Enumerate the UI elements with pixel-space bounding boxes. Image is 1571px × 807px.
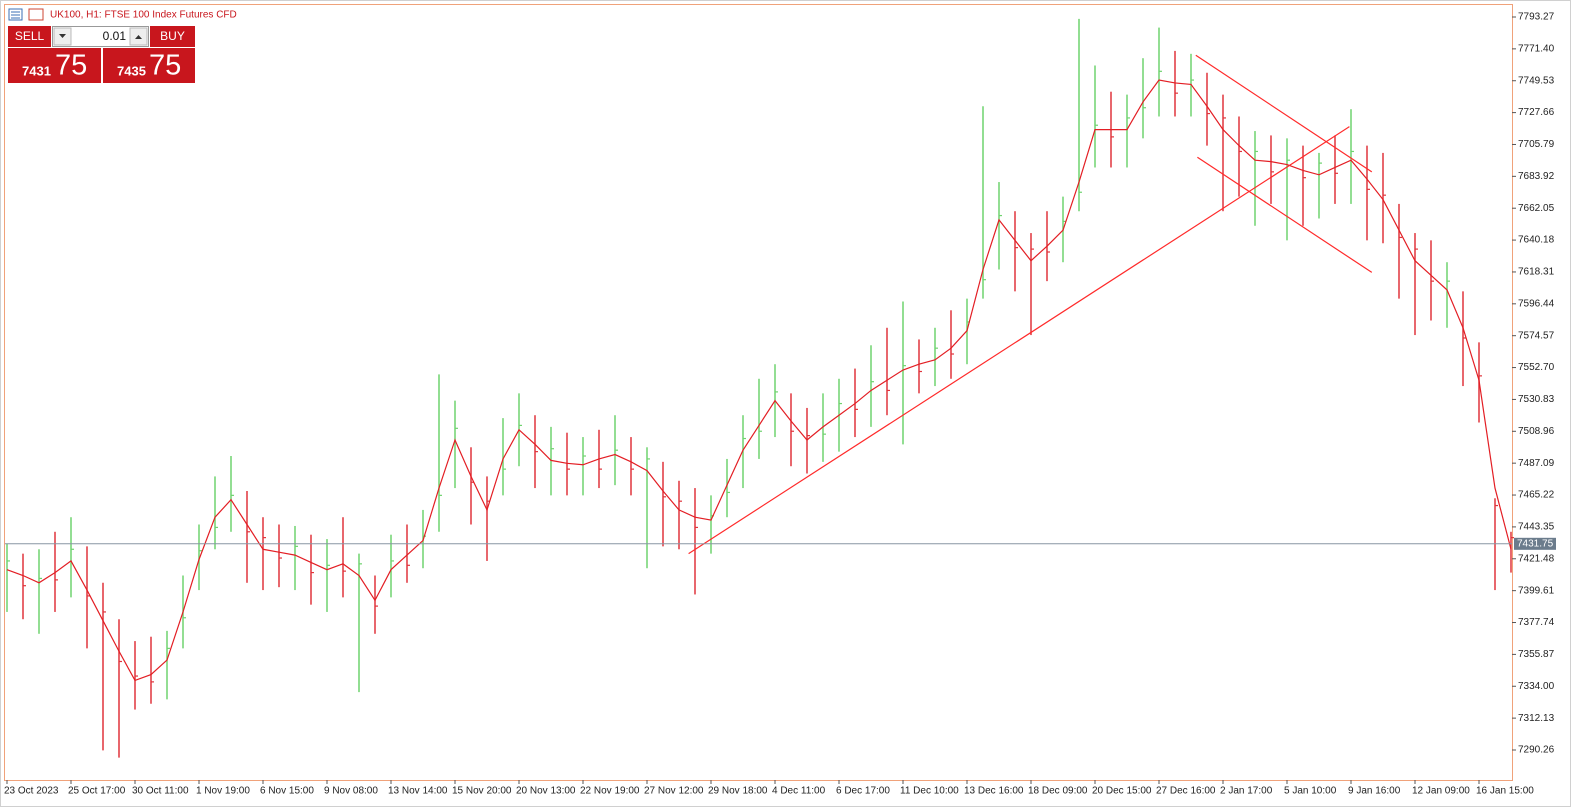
- y-tick-label: 7793.27: [1518, 12, 1555, 23]
- sell-price-big: 75: [55, 50, 87, 82]
- x-tick-label: 6 Dec 17:00: [836, 786, 890, 797]
- y-tick-label: 7334.00: [1518, 681, 1555, 692]
- buy-button[interactable]: [150, 26, 195, 47]
- y-tick-label: 7290.26: [1518, 745, 1555, 756]
- x-tick-label: 5 Jan 10:00: [1284, 786, 1337, 797]
- symbol-text: UK100, H1: FTSE 100 Index Futures CFD: [50, 10, 237, 21]
- y-tick-label: 7355.87: [1518, 649, 1555, 660]
- moving-average: [6, 79, 1512, 682]
- plot-area: [6, 18, 1514, 758]
- current-price-label: 7431.75: [1517, 538, 1554, 549]
- y-tick-label: 7727.66: [1518, 107, 1555, 118]
- x-tick-label: 27 Dec 16:00: [1156, 786, 1216, 797]
- x-tick-label: 1 Nov 19:00: [196, 786, 250, 797]
- lot-value: 0.01: [103, 29, 127, 43]
- y-tick-label: 7640.18: [1518, 235, 1555, 246]
- x-tick-label: 30 Oct 11:00: [132, 786, 189, 797]
- x-tick-label: 2 Jan 17:00: [1220, 786, 1273, 797]
- y-tick-label: 7487.09: [1518, 458, 1555, 469]
- x-tick-label: 27 Nov 12:00: [644, 786, 704, 797]
- x-tick-label: 23 Oct 2023: [4, 786, 59, 797]
- trade-panel: SELL 0.01 BUY 7431 75 7435 75: [8, 26, 195, 83]
- plot-frame: [4, 4, 1513, 781]
- x-tick-label: 9 Nov 08:00: [324, 786, 378, 797]
- buy-price-big: 75: [149, 50, 181, 82]
- y-tick-label: 7662.05: [1518, 203, 1555, 214]
- y-tick-label: 7508.96: [1518, 426, 1555, 437]
- sell-price-box[interactable]: [8, 48, 101, 83]
- x-tick-label: 6 Nov 15:00: [260, 786, 314, 797]
- y-tick-label: 7596.44: [1518, 298, 1555, 309]
- x-tick-label: 15 Nov 20:00: [452, 786, 512, 797]
- x-tick-label: 4 Dec 11:00: [772, 786, 826, 797]
- x-tick-label: 25 Oct 17:00: [68, 786, 126, 797]
- sell-label: SELL: [15, 29, 45, 43]
- x-tick-label: 29 Nov 18:00: [708, 786, 768, 797]
- y-tick-label: 7574.57: [1518, 330, 1555, 341]
- chart-icon[interactable]: [28, 8, 44, 21]
- buy-price-box[interactable]: [103, 48, 195, 83]
- y-tick-label: 7749.53: [1518, 75, 1555, 86]
- x-tick-label: 13 Dec 16:00: [964, 786, 1024, 797]
- lot-box[interactable]: [52, 26, 149, 47]
- y-tick-label: 7443.35: [1518, 522, 1555, 533]
- y-tick-label: 7705.79: [1518, 139, 1555, 150]
- x-tick-label: 18 Dec 09:00: [1028, 786, 1088, 797]
- x-tick-label: 11 Dec 10:00: [900, 786, 959, 797]
- trendline: [688, 126, 1350, 555]
- y-tick-label: 7618.31: [1518, 267, 1555, 278]
- y-tick-label: 7465.22: [1518, 490, 1555, 501]
- x-tick-label: 13 Nov 14:00: [388, 786, 448, 797]
- y-tick-label: 7377.74: [1518, 617, 1555, 628]
- buy-price-main: 7435: [117, 63, 146, 78]
- y-tick-label: 7530.83: [1518, 394, 1555, 405]
- x-tick-label: 16 Jan 15:00: [1476, 786, 1534, 797]
- chart-header: UK100, H1: FTSE 100 Index Futures CFD: [8, 8, 237, 21]
- buy-label: BUY: [160, 29, 185, 43]
- x-tick-label: 9 Jan 16:00: [1348, 786, 1401, 797]
- y-tick-label: 7312.13: [1518, 713, 1555, 724]
- trendline: [1195, 54, 1373, 173]
- x-tick-label: 22 Nov 19:00: [580, 786, 640, 797]
- x-tick-label: 20 Nov 13:00: [516, 786, 576, 797]
- sell-price-main: 7431: [22, 63, 51, 78]
- y-tick-label: 7552.70: [1518, 362, 1555, 373]
- up-arrow: [135, 35, 142, 39]
- current-price-tag: [1514, 537, 1556, 550]
- trendline: [1197, 156, 1373, 273]
- y-tick-label: 7399.61: [1518, 585, 1555, 596]
- x-tick-label: 20 Dec 15:00: [1092, 786, 1152, 797]
- y-tick-label: 7771.40: [1518, 44, 1555, 55]
- x-tick-label: 12 Jan 09:00: [1412, 786, 1470, 797]
- sell-button[interactable]: [8, 26, 51, 47]
- y-tick-label: 7421.48: [1518, 553, 1555, 564]
- down-arrow: [59, 34, 66, 38]
- y-tick-label: 7683.92: [1518, 171, 1555, 182]
